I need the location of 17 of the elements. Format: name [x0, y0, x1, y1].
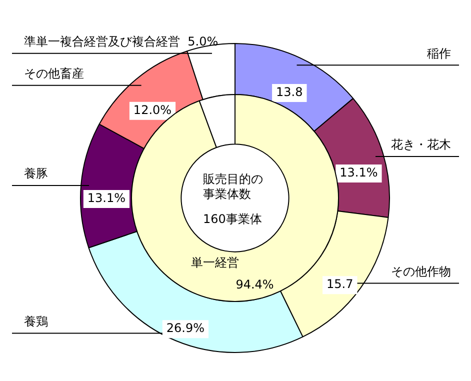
data-label: 15.7: [326, 277, 354, 292]
slice-label: その他作物: [391, 264, 451, 278]
data-label: 13.1%: [340, 166, 378, 180]
data-label: 13.1%: [87, 191, 126, 206]
slice-label: その他畜産: [24, 66, 84, 81]
data-label: 94.4%: [236, 278, 274, 292]
text: 販売目的の事業体数: [203, 172, 263, 202]
data-label: 12.0%: [133, 102, 172, 117]
slice-label: 準単一複合経営及び複合経営 5.0%: [24, 34, 218, 48]
text: 160事業体: [203, 212, 262, 226]
slice-label: 花き・花木: [391, 138, 451, 152]
slice-label: 養豚: [24, 166, 48, 181]
slice-label: 単一経営: [190, 256, 239, 270]
data-label: 26.9%: [166, 321, 205, 336]
data-label: 13.8: [276, 85, 303, 100]
slice-label: 養鶏: [24, 314, 48, 328]
slice-label: 稲作: [427, 46, 451, 60]
